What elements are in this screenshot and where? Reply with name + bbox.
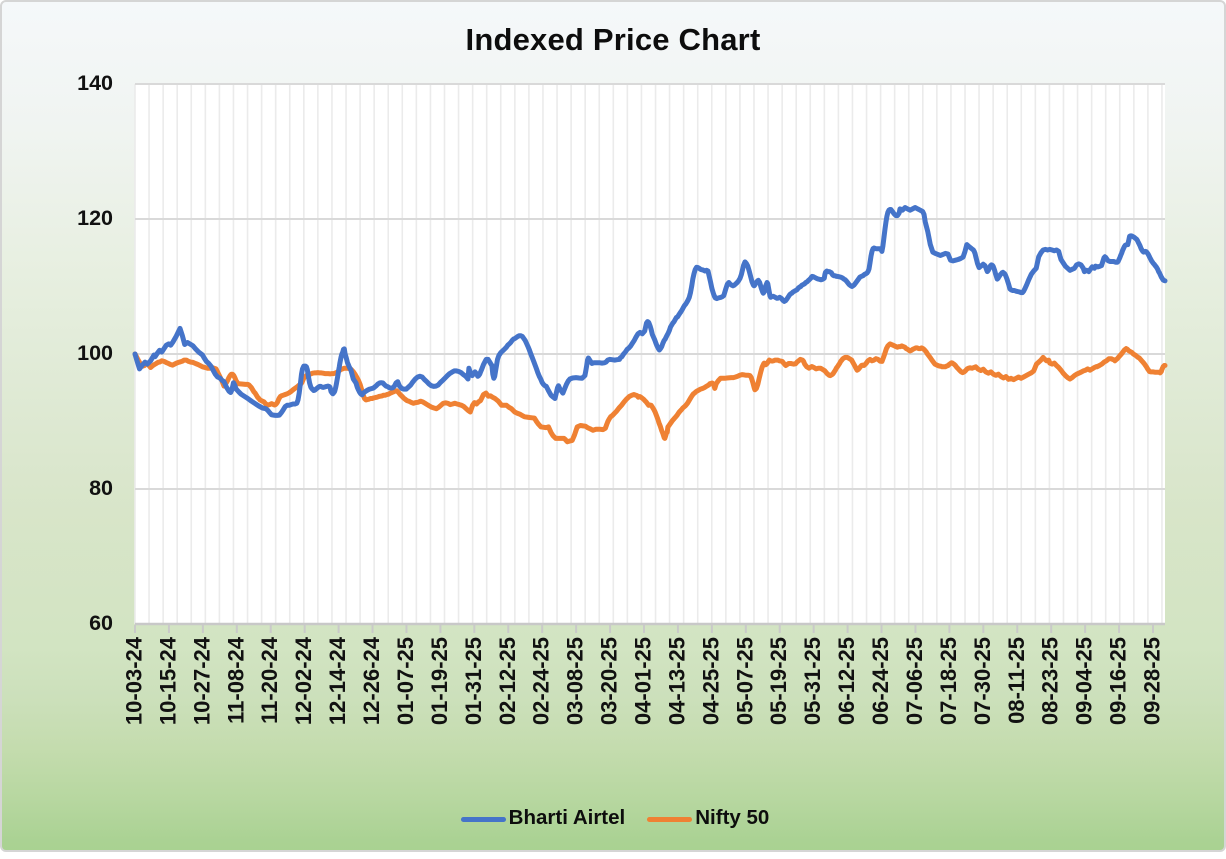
svg-text:01-07-25: 01-07-25	[393, 637, 418, 725]
svg-text:04-01-25: 04-01-25	[631, 637, 656, 725]
svg-text:08-23-25: 08-23-25	[1038, 637, 1063, 725]
svg-text:140: 140	[77, 71, 113, 95]
svg-text:07-18-25: 07-18-25	[936, 637, 961, 725]
svg-text:09-16-25: 09-16-25	[1106, 637, 1131, 725]
svg-text:10-15-24: 10-15-24	[155, 636, 180, 725]
svg-text:09-04-25: 09-04-25	[1072, 637, 1097, 725]
svg-text:04-25-25: 04-25-25	[698, 637, 723, 725]
svg-text:05-19-25: 05-19-25	[766, 637, 791, 725]
svg-text:11-20-24: 11-20-24	[257, 636, 282, 724]
svg-text:100: 100	[77, 341, 113, 365]
svg-text:01-31-25: 01-31-25	[461, 637, 486, 725]
svg-text:05-31-25: 05-31-25	[800, 637, 825, 725]
svg-text:80: 80	[89, 476, 113, 500]
svg-text:04-13-25: 04-13-25	[664, 637, 689, 725]
svg-text:12-26-24: 12-26-24	[359, 636, 384, 725]
svg-text:120: 120	[77, 206, 113, 230]
svg-text:10-03-24: 10-03-24	[122, 636, 147, 725]
svg-text:60: 60	[89, 611, 113, 635]
svg-text:07-06-25: 07-06-25	[902, 637, 927, 725]
svg-text:08-11-25: 08-11-25	[1004, 637, 1029, 724]
svg-text:10-27-24: 10-27-24	[189, 636, 214, 725]
svg-text:03-08-25: 03-08-25	[563, 637, 588, 725]
svg-text:11-08-24: 11-08-24	[223, 636, 248, 724]
svg-text:12-02-24: 12-02-24	[291, 636, 316, 725]
svg-text:01-19-25: 01-19-25	[427, 637, 452, 725]
svg-text:03-20-25: 03-20-25	[597, 637, 622, 725]
svg-text:12-14-24: 12-14-24	[325, 636, 350, 725]
svg-text:06-24-25: 06-24-25	[868, 637, 893, 725]
svg-text:05-07-25: 05-07-25	[732, 637, 757, 725]
svg-text:02-24-25: 02-24-25	[529, 637, 554, 725]
svg-text:06-12-25: 06-12-25	[834, 637, 859, 725]
svg-text:07-30-25: 07-30-25	[970, 637, 995, 725]
svg-text:02-12-25: 02-12-25	[495, 637, 520, 725]
svg-text:09-28-25: 09-28-25	[1140, 637, 1165, 725]
